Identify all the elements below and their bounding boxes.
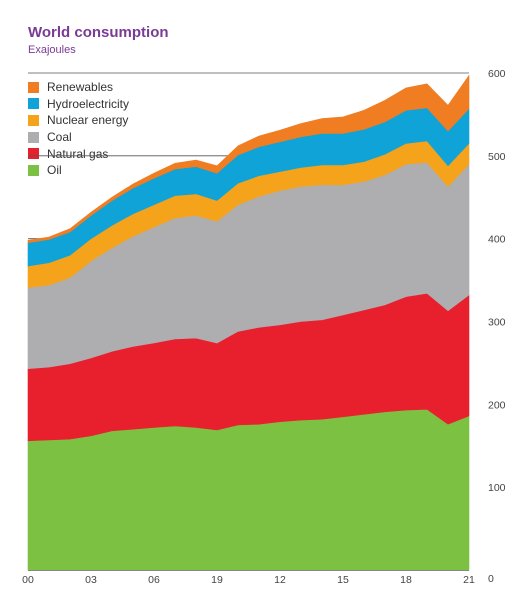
x-tick-label: 12 bbox=[274, 574, 286, 586]
x-tick-label: 00 bbox=[22, 574, 34, 586]
legend-label: Nuclear energy bbox=[47, 113, 129, 128]
y-tick-label: 400 bbox=[488, 234, 506, 246]
legend-swatch bbox=[28, 81, 39, 93]
legend-item-coal: Coal bbox=[28, 129, 129, 146]
chart-title: World consumption bbox=[28, 24, 169, 41]
x-tick-label: 18 bbox=[400, 574, 412, 586]
x-tick-label: 21 bbox=[463, 574, 475, 586]
legend-item-nuclear-energy: Nuclear energy bbox=[28, 112, 129, 129]
y-tick-label: 0 bbox=[488, 573, 494, 585]
legend-swatch bbox=[28, 148, 39, 160]
legend: Renewables Hydroelectricity Nuclear energy… bbox=[28, 79, 129, 179]
legend-item-natural-gas: Natural gas bbox=[28, 145, 129, 162]
x-tick-label: 06 bbox=[148, 574, 160, 586]
y-tick-label: 300 bbox=[488, 317, 506, 329]
x-tick-label: 19 bbox=[211, 574, 223, 586]
y-tick-label: 200 bbox=[488, 399, 506, 411]
legend-item-oil: Oil bbox=[28, 162, 129, 179]
legend-label: Natural gas bbox=[47, 146, 109, 161]
legend-swatch bbox=[28, 114, 39, 126]
legend-swatch bbox=[28, 98, 39, 110]
chart-subtitle: Exajoules bbox=[28, 44, 76, 56]
area-renewables bbox=[27, 74, 470, 244]
legend-swatch bbox=[28, 131, 39, 143]
x-tick-label: 03 bbox=[85, 574, 97, 586]
legend-item-hydroelectricity: Hydroelectricity bbox=[28, 96, 129, 113]
legend-label: Oil bbox=[47, 163, 62, 178]
y-tick-label: 100 bbox=[488, 482, 506, 494]
x-tick-label: 15 bbox=[337, 574, 349, 586]
y-tick-label: 600 bbox=[488, 68, 506, 80]
legend-label: Renewables bbox=[47, 80, 114, 95]
y-tick-label: 500 bbox=[488, 151, 506, 163]
legend-item-renewables: Renewables bbox=[28, 79, 129, 96]
legend-label: Coal bbox=[47, 130, 72, 145]
legend-label: Hydroelectricity bbox=[47, 96, 130, 111]
legend-swatch bbox=[28, 164, 39, 176]
